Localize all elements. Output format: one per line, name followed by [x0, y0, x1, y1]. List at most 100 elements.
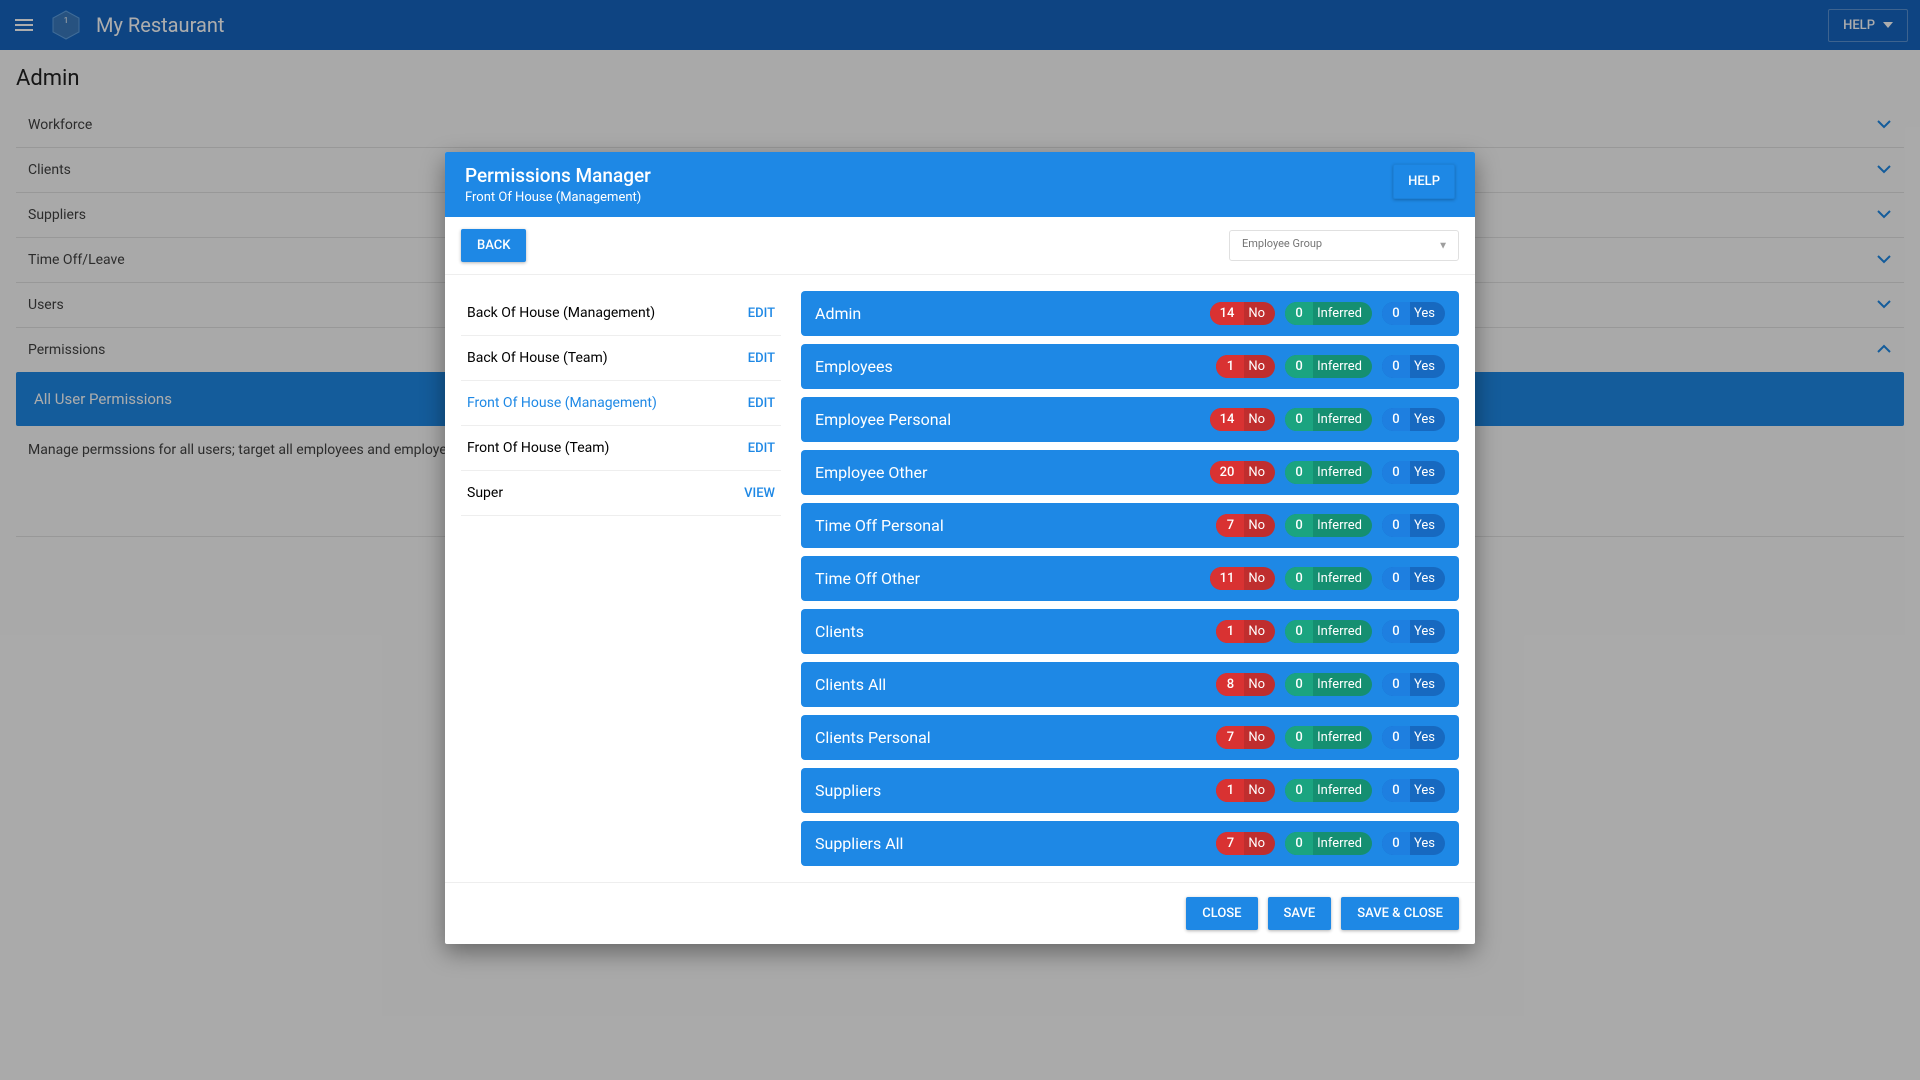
permission-row[interactable]: Suppliers All7No0Inferred0Yes — [801, 821, 1459, 866]
permission-row[interactable]: Time Off Personal7No0Inferred0Yes — [801, 503, 1459, 548]
no-pill[interactable]: 1No — [1216, 620, 1275, 643]
modal-title: Permissions Manager — [465, 164, 651, 187]
modal-header: Permissions Manager Front Of House (Mana… — [445, 152, 1475, 217]
no-pill[interactable]: 20No — [1210, 461, 1275, 484]
close-button[interactable]: CLOSE — [1186, 897, 1257, 930]
no-pill[interactable]: 14No — [1210, 408, 1275, 431]
inferred-count: 0 — [1285, 461, 1313, 484]
no-pill[interactable]: 7No — [1216, 726, 1275, 749]
save-close-button[interactable]: SAVE & CLOSE — [1341, 897, 1459, 930]
inferred-count: 0 — [1285, 779, 1313, 802]
yes-label: Yes — [1410, 408, 1445, 431]
yes-label: Yes — [1410, 673, 1445, 696]
yes-label: Yes — [1410, 302, 1445, 325]
inferred-pill[interactable]: 0Inferred — [1285, 779, 1372, 802]
permission-row[interactable]: Clients Personal7No0Inferred0Yes — [801, 715, 1459, 760]
modal-overlay: Permissions Manager Front Of House (Mana… — [0, 0, 1920, 1080]
yes-pill[interactable]: 0Yes — [1382, 779, 1445, 802]
inferred-pill[interactable]: 0Inferred — [1285, 567, 1372, 590]
yes-pill[interactable]: 0Yes — [1382, 832, 1445, 855]
no-pill[interactable]: 8No — [1216, 673, 1275, 696]
inferred-pill[interactable]: 0Inferred — [1285, 620, 1372, 643]
yes-pill[interactable]: 0Yes — [1382, 408, 1445, 431]
yes-pill[interactable]: 0Yes — [1382, 567, 1445, 590]
yes-count: 0 — [1382, 461, 1410, 484]
no-count: 7 — [1216, 832, 1244, 855]
yes-count: 0 — [1382, 620, 1410, 643]
group-row[interactable]: Back Of House (Management)EDIT — [461, 291, 781, 336]
yes-count: 0 — [1382, 726, 1410, 749]
yes-pill[interactable]: 0Yes — [1382, 514, 1445, 537]
permission-row[interactable]: Clients All8No0Inferred0Yes — [801, 662, 1459, 707]
group-edit-button[interactable]: EDIT — [748, 396, 775, 411]
no-count: 1 — [1216, 355, 1244, 378]
inferred-count: 0 — [1285, 302, 1313, 325]
group-row[interactable]: Back Of House (Team)EDIT — [461, 336, 781, 381]
no-count: 8 — [1216, 673, 1244, 696]
permission-row[interactable]: Employee Other20No0Inferred0Yes — [801, 450, 1459, 495]
yes-pill[interactable]: 0Yes — [1382, 620, 1445, 643]
yes-label: Yes — [1410, 779, 1445, 802]
permission-row[interactable]: Suppliers1No0Inferred0Yes — [801, 768, 1459, 813]
group-row[interactable]: Front Of House (Team)EDIT — [461, 426, 781, 471]
group-edit-button[interactable]: EDIT — [748, 351, 775, 366]
no-label: No — [1244, 567, 1275, 590]
inferred-pill[interactable]: 0Inferred — [1285, 302, 1372, 325]
permission-row[interactable]: Clients1No0Inferred0Yes — [801, 609, 1459, 654]
no-label: No — [1244, 779, 1275, 802]
group-row[interactable]: Front Of House (Management)EDIT — [461, 381, 781, 426]
permission-stats: 8No 0Inferred 0Yes — [1216, 673, 1445, 696]
no-count: 14 — [1210, 408, 1245, 431]
no-pill[interactable]: 11No — [1210, 567, 1275, 590]
inferred-count: 0 — [1285, 567, 1313, 590]
group-edit-button[interactable]: EDIT — [748, 441, 775, 456]
no-label: No — [1244, 673, 1275, 696]
permission-row[interactable]: Employee Personal 14No 0Inferred 0Yes — [801, 397, 1459, 442]
inferred-pill[interactable]: 0Inferred — [1285, 408, 1372, 431]
modal-subtitle: Front Of House (Management) — [465, 190, 651, 205]
no-pill[interactable]: 14No — [1210, 302, 1275, 325]
permission-list: Admin14No0Inferred0YesEmployees1No0Infer… — [801, 291, 1459, 866]
no-pill[interactable]: 7No — [1216, 832, 1275, 855]
modal-toolbar: BACK Employee Group ▼ — [445, 217, 1475, 275]
no-label: No — [1244, 302, 1275, 325]
inferred-pill[interactable]: 0Inferred — [1285, 726, 1372, 749]
yes-label: Yes — [1410, 567, 1445, 590]
inferred-pill[interactable]: 0Inferred — [1285, 832, 1372, 855]
yes-pill[interactable]: 0Yes — [1382, 726, 1445, 749]
no-pill[interactable]: 7No — [1216, 514, 1275, 537]
yes-pill[interactable]: 0Yes — [1382, 673, 1445, 696]
inferred-count: 0 — [1285, 355, 1313, 378]
inferred-count: 0 — [1285, 620, 1313, 643]
permission-name: Employee Personal — [815, 410, 951, 429]
group-edit-button[interactable]: EDIT — [748, 306, 775, 321]
inferred-label: Inferred — [1313, 355, 1372, 378]
permission-name: Admin — [815, 304, 861, 323]
permission-row[interactable]: Time Off Other11No0Inferred0Yes — [801, 556, 1459, 601]
no-label: No — [1244, 408, 1275, 431]
back-button[interactable]: BACK — [461, 229, 526, 262]
no-pill[interactable]: 1No — [1216, 779, 1275, 802]
group-view-button[interactable]: VIEW — [744, 486, 775, 501]
permission-row[interactable]: Employees1No0Inferred0Yes — [801, 344, 1459, 389]
inferred-pill[interactable]: 0Inferred — [1285, 673, 1372, 696]
permission-stats: 11No0Inferred0Yes — [1210, 567, 1445, 590]
yes-label: Yes — [1410, 514, 1445, 537]
yes-pill[interactable]: 0Yes — [1382, 302, 1445, 325]
yes-label: Yes — [1410, 832, 1445, 855]
yes-pill[interactable]: 0Yes — [1382, 355, 1445, 378]
yes-label: Yes — [1410, 620, 1445, 643]
permission-row[interactable]: Admin14No0Inferred0Yes — [801, 291, 1459, 336]
inferred-pill[interactable]: 0Inferred — [1285, 514, 1372, 537]
group-row[interactable]: SuperVIEW — [461, 471, 781, 516]
permission-stats: 14No0Inferred0Yes — [1210, 302, 1445, 325]
inferred-count: 0 — [1285, 832, 1313, 855]
inferred-pill[interactable]: 0Inferred — [1285, 461, 1372, 484]
modal-help-button[interactable]: HELP — [1393, 164, 1455, 199]
employee-group-select[interactable]: Employee Group ▼ — [1229, 230, 1459, 261]
save-button[interactable]: SAVE — [1268, 897, 1332, 930]
no-pill[interactable]: 1No — [1216, 355, 1275, 378]
yes-pill[interactable]: 0Yes — [1382, 461, 1445, 484]
permission-stats: 1No0Inferred0Yes — [1216, 779, 1445, 802]
inferred-pill[interactable]: 0Inferred — [1285, 355, 1372, 378]
